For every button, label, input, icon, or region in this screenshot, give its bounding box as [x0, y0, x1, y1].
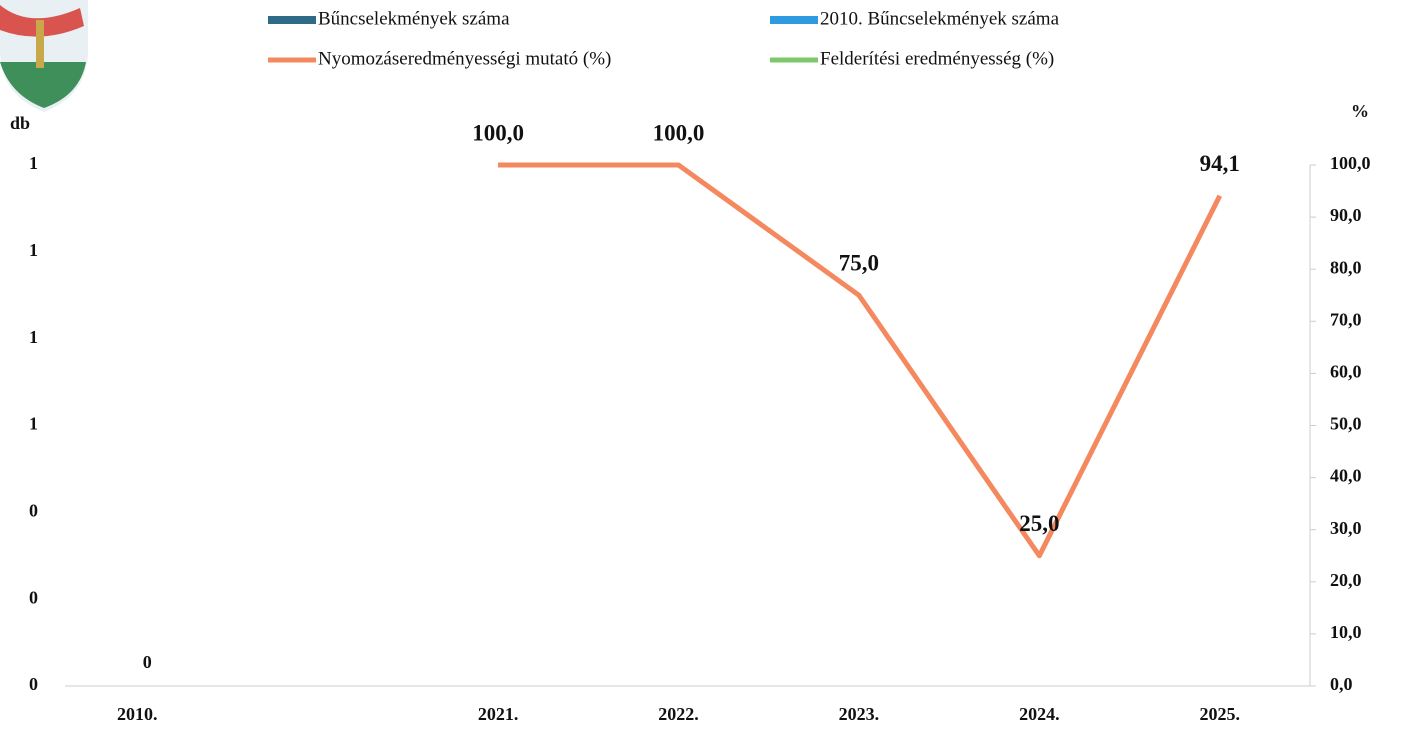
x-tick-label: 2023.: [839, 704, 880, 724]
x-tick-label: 2024.: [1019, 704, 1060, 724]
y2-tick-label: 60,0: [1330, 362, 1362, 382]
y2-tick-label: 90,0: [1330, 205, 1362, 225]
legend-marker: [268, 16, 316, 24]
legend-label: Nyomozáseredményességi mutató (%): [318, 48, 611, 69]
data-label: 75,0: [839, 251, 879, 276]
logo: [0, 0, 88, 112]
y2-tick-label: 50,0: [1330, 414, 1362, 434]
legend-label: 2010. Bűncselekmények száma: [820, 8, 1060, 29]
data-label: 100,0: [472, 120, 524, 145]
data-label: 0: [143, 652, 152, 672]
y2-tick-label: 70,0: [1330, 309, 1362, 329]
y2-tick-label: 30,0: [1330, 518, 1362, 538]
x-tick-label: 2025.: [1200, 704, 1241, 724]
x-tick-label: 2010.: [117, 704, 158, 724]
data-label: 25,0: [1019, 511, 1059, 536]
y2-axis-label: %: [1351, 101, 1369, 121]
y2-tick-label: 100,0: [1330, 153, 1371, 173]
y-tick-label: 0: [29, 587, 38, 607]
y2-tick-label: 0,0: [1330, 674, 1353, 694]
y-tick-label: 1: [29, 240, 38, 260]
x-tick-label: 2021.: [478, 704, 519, 724]
y-tick-label: 0: [29, 500, 38, 520]
chart: db % 00011110,010,020,030,040,050,060,07…: [0, 0, 1402, 733]
data-label: 100,0: [653, 120, 705, 145]
data-label: 94,1: [1200, 151, 1240, 176]
y-tick-label: 1: [29, 153, 38, 173]
line: [498, 165, 1220, 556]
y2-tick-label: 40,0: [1330, 466, 1362, 486]
y2-tick-label: 10,0: [1330, 622, 1362, 642]
y-tick-label: 1: [29, 327, 38, 347]
page: db % 00011110,010,020,030,040,050,060,07…: [0, 0, 1402, 733]
y-axis-label: db: [10, 113, 30, 133]
y2-tick-label: 80,0: [1330, 257, 1362, 277]
y-tick-label: 0: [29, 674, 38, 694]
legend-label: Felderítési eredményesség (%): [820, 48, 1054, 69]
y2-tick-label: 20,0: [1330, 570, 1362, 590]
y-tick-label: 1: [29, 414, 38, 434]
legend-label: Bűncselekmények száma: [318, 8, 510, 29]
legend-marker: [770, 16, 818, 24]
x-tick-label: 2022.: [658, 704, 699, 724]
